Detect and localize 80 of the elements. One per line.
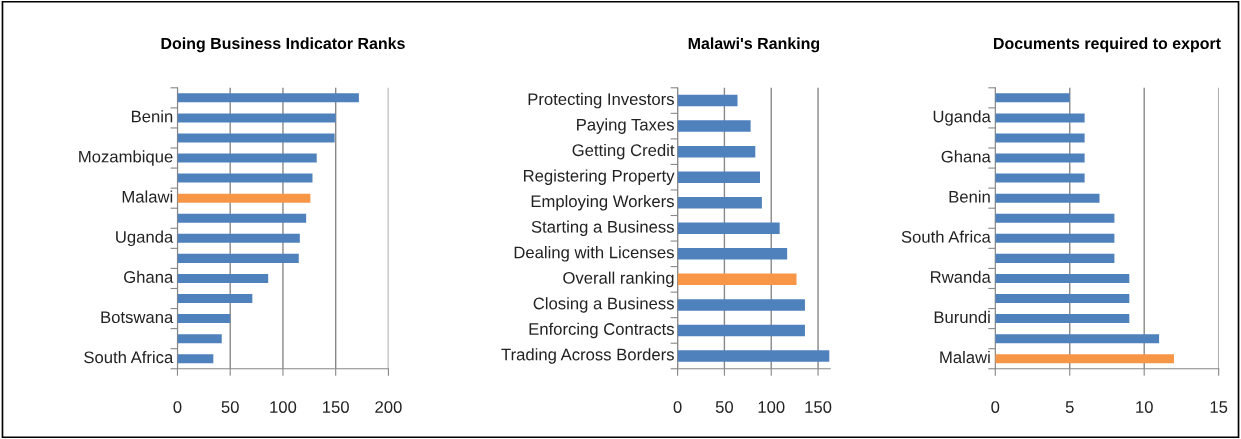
y-tick-label: Rwanda	[931, 270, 991, 283]
bar	[177, 173, 313, 183]
y-tick-label: Closing a Business	[533, 297, 674, 313]
bar	[177, 233, 300, 243]
y-tick-label: Uganda	[933, 110, 991, 126]
y-tick-label: Botswana	[101, 311, 174, 324]
y-tick-label: Dealing with Licenses	[514, 246, 674, 262]
x-tick-label: 0	[991, 401, 1000, 413]
bar	[677, 222, 780, 235]
y-tick-label: Starting a Business	[531, 220, 674, 237]
bar	[177, 273, 269, 283]
bar	[677, 145, 756, 158]
y-tick-label: Protecting Investors	[528, 92, 674, 109]
bar	[177, 153, 317, 163]
bar	[177, 193, 311, 203]
bar	[995, 113, 1085, 123]
y-tick-label: Benin	[131, 110, 173, 123]
bar	[995, 233, 1115, 243]
bar	[677, 94, 738, 107]
x-tick-label: 15	[1210, 401, 1228, 413]
bar	[995, 294, 1130, 304]
bar	[177, 334, 222, 344]
bar	[995, 273, 1130, 283]
bar	[677, 350, 830, 362]
bar	[995, 354, 1174, 364]
bar	[677, 120, 751, 132]
y-tick-label: Uganda	[116, 230, 174, 247]
bar	[177, 314, 231, 324]
y-tick-label: Benin	[949, 190, 990, 203]
y-tick-label: Employing Workers	[531, 194, 674, 211]
bar	[995, 93, 1070, 103]
x-tick-label: 200	[375, 401, 402, 413]
y-tick-label: Overall ranking	[563, 271, 674, 288]
y-tick-label: Ghana	[941, 150, 991, 163]
y-tick-label: Enforcing Contracts	[529, 322, 674, 339]
x-tick-label: 100	[758, 401, 785, 413]
bar	[677, 196, 762, 209]
y-tick-label: Trading Across Borders	[501, 348, 674, 364]
bar	[995, 334, 1160, 344]
bar	[177, 133, 335, 143]
y-tick-label: Paying Taxes	[577, 118, 674, 134]
x-tick-label: 150	[323, 401, 349, 413]
x-tick-label: 5	[1065, 401, 1074, 413]
bar	[995, 314, 1130, 324]
bar	[995, 173, 1085, 183]
y-tick-label: Ghana	[124, 270, 174, 283]
bar	[677, 299, 805, 311]
chart-title: Documents required to export	[994, 37, 1221, 53]
bar	[995, 153, 1085, 163]
chart-title: Malawi's Ranking	[688, 37, 820, 53]
x-tick-label: 100	[270, 401, 297, 413]
x-tick-label: 0	[673, 401, 682, 413]
bar	[177, 113, 336, 123]
bar	[177, 93, 359, 103]
x-tick-label: 0	[173, 401, 182, 413]
bar	[177, 213, 307, 223]
bar	[677, 324, 805, 337]
x-tick-label: 150	[805, 401, 832, 413]
y-tick-label: South Africa	[901, 230, 991, 243]
y-tick-label: Malawi	[940, 350, 990, 364]
bar	[177, 294, 253, 304]
bar	[995, 253, 1115, 263]
x-tick-label: 10	[1136, 401, 1153, 413]
bar	[677, 171, 760, 183]
y-tick-label: South Africa	[84, 350, 174, 364]
bar	[995, 193, 1100, 203]
y-tick-label: Malawi	[122, 190, 173, 203]
bar	[995, 213, 1115, 223]
bar	[177, 354, 214, 364]
bar	[995, 133, 1085, 143]
x-tick-label: 50	[221, 401, 239, 413]
chart-title: Doing Business Indicator Ranks	[161, 37, 405, 53]
bar	[177, 253, 299, 263]
y-tick-label: Mozambique	[79, 150, 173, 166]
bar	[677, 248, 788, 260]
x-tick-label: 50	[715, 401, 734, 413]
y-tick-label: Burundi	[934, 310, 990, 324]
y-tick-label: Registering Property	[523, 169, 675, 185]
y-tick-label: Getting Credit	[572, 143, 675, 160]
bar	[677, 273, 797, 286]
